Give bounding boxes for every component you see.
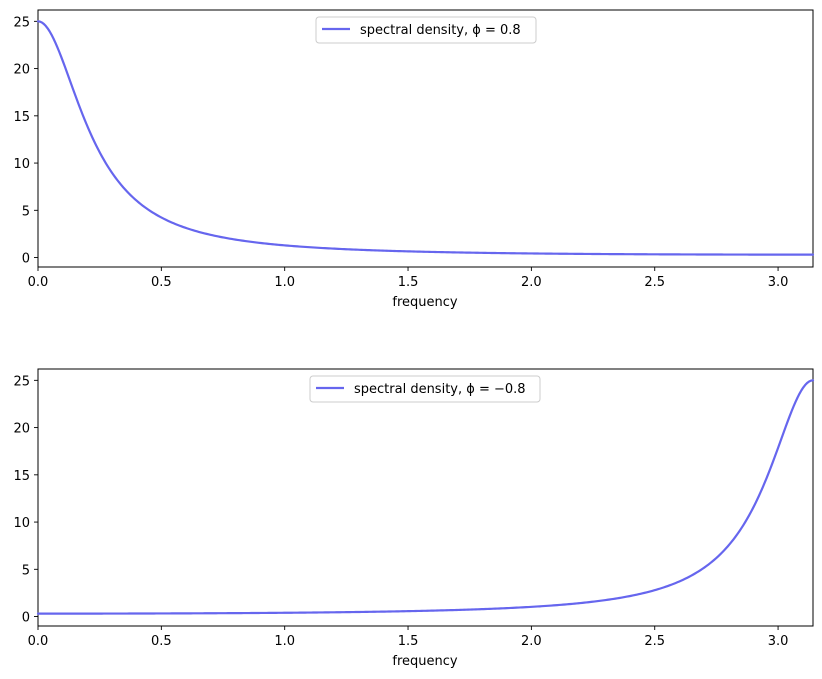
y-tick-label: 15: [13, 469, 30, 484]
x-tick-label: 0.5: [151, 634, 172, 649]
plot-area-bottom: [37, 368, 814, 627]
legend-label-prefix-top: spectral density,: [360, 23, 472, 38]
legend-box-bottom: [309, 375, 541, 403]
legend-bottom: spectral density, ϕ = −0.8: [309, 375, 541, 403]
x-tick-label: 0.0: [28, 275, 49, 290]
x-tick-label: 2.5: [644, 634, 665, 649]
y-tick-label: 20: [13, 63, 30, 78]
legend-label-top: spectral density, ϕ = 0.8: [360, 23, 521, 38]
x-tick-label: 3.0: [768, 275, 789, 290]
series-line-bottom: [36, 379, 815, 615]
x-tick-label: 2.0: [521, 275, 542, 290]
y-tick-label: 5: [22, 204, 30, 219]
x-tick-label: 0.0: [28, 634, 49, 649]
y-ticks-top: 0 5 10 15 20 25: [13, 15, 38, 267]
y-tick-label: 0: [22, 611, 30, 626]
x-tick-label: 2.5: [644, 275, 665, 290]
legend-label-math-top: ϕ = 0.8: [472, 23, 520, 38]
y-tick-label: 0: [22, 252, 30, 267]
x-tick-label: 3.0: [768, 634, 789, 649]
x-axis-label-top: frequency: [392, 295, 458, 310]
y-tick-label: 5: [22, 563, 30, 578]
series-line-top: [36, 20, 815, 256]
y-tick-label: 10: [13, 157, 30, 172]
y-tick-label: 20: [13, 422, 30, 437]
y-tick-label: 25: [13, 374, 30, 389]
x-ticks-bottom: 0.0 0.5 1.0 1.5 2.0 2.5 3.0: [28, 626, 789, 649]
legend-box-top: [315, 16, 537, 44]
legend-label-prefix-bottom: spectral density,: [354, 382, 466, 397]
x-tick-label: 1.0: [274, 634, 295, 649]
y-tick-label: 25: [13, 15, 30, 30]
chart-bottom: 0.0 0.5 1.0 1.5 2.0 2.5 3.0 0 5 10 15 20 25 frequen…: [13, 368, 815, 669]
legend-label-math-bottom: ϕ = −0.8: [466, 382, 525, 397]
x-ticks-top: 0.0 0.5 1.0 1.5 2.0 2.5 3.0: [28, 267, 789, 290]
y-tick-label: 10: [13, 516, 30, 531]
x-tick-label: 1.0: [274, 275, 295, 290]
legend-label-bottom: spectral density, ϕ = −0.8: [354, 382, 526, 397]
x-tick-label: 1.5: [398, 275, 419, 290]
y-tick-label: 15: [13, 110, 30, 125]
y-ticks-bottom: 0 5 10 15 20 25: [13, 374, 38, 626]
plot-area-top: [37, 9, 814, 268]
x-tick-label: 0.5: [151, 275, 172, 290]
x-tick-label: 2.0: [521, 634, 542, 649]
x-axis-label-bottom: frequency: [392, 654, 458, 669]
chart-top: 0.0 0.5 1.0 1.5 2.0 2.5 3.0 0 5 10 15 20 25 frequen…: [13, 9, 815, 310]
x-tick-label: 1.5: [398, 634, 419, 649]
legend-top: spectral density, ϕ = 0.8: [315, 16, 537, 44]
